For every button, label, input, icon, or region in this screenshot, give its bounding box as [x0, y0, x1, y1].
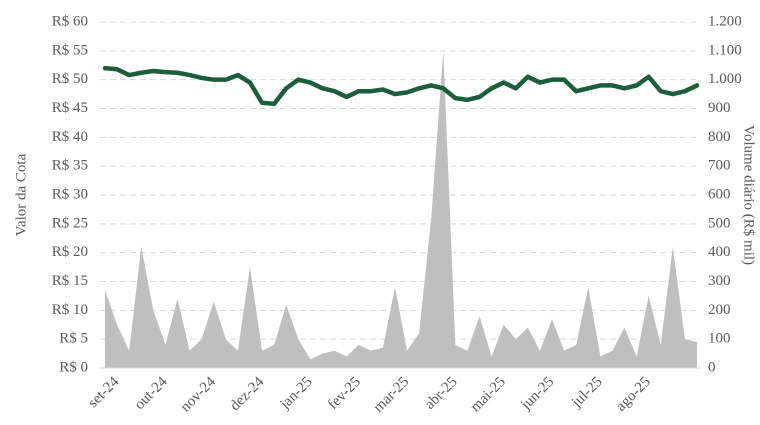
y2-tick-label: 400: [708, 244, 731, 260]
y-tick-label: R$ 30: [52, 186, 88, 202]
x-tick-label: jan-25: [277, 374, 316, 413]
x-tick-label: set-24: [85, 374, 123, 412]
y2-tick-label: 600: [708, 186, 731, 202]
y-tick-label: R$ 55: [52, 42, 88, 58]
y2-tick-label: 900: [708, 100, 731, 116]
y-tick-label: R$ 45: [52, 100, 88, 116]
x-tick-label: dez-24: [227, 374, 268, 415]
y-tick-label: R$ 50: [52, 71, 88, 87]
y-tick-label: R$ 15: [52, 273, 88, 289]
y-tick-label: R$ 25: [52, 215, 88, 231]
x-tick-label: ago-25: [613, 374, 654, 415]
y2-tick-label: 1.200: [708, 13, 742, 29]
y2-tick-label: 300: [708, 273, 731, 289]
y2-tick-label: 200: [708, 302, 731, 318]
y2-tick-label: 0: [708, 359, 716, 375]
y2-tick-label: 100: [708, 331, 731, 347]
x-tick-label: jul-25: [568, 374, 605, 411]
y-tick-label: R$ 60: [52, 13, 88, 29]
quota-line: [102, 65, 700, 107]
y-tick-label: R$ 10: [52, 302, 88, 318]
x-tick-label: jun-25: [518, 374, 558, 414]
y-tick-label: R$ 20: [52, 244, 88, 260]
y2-tick-label: 500: [708, 215, 731, 231]
y2-tick-label: 1.000: [708, 71, 742, 87]
y-tick-label: R$ 35: [52, 158, 88, 174]
y-tick-label: R$ 0: [59, 359, 88, 375]
x-tick-label: mai-25: [468, 374, 509, 415]
y2-axis-title: Volume diário (R$ mil): [741, 125, 757, 265]
volume-area: [105, 50, 697, 368]
y2-tick-label: 1.100: [708, 42, 742, 58]
x-tick-label: abr-25: [422, 374, 461, 413]
y2-tick-label: 800: [708, 129, 731, 145]
y2-tick-label: 700: [708, 158, 731, 174]
y-axis-title: Valor da Cota: [13, 153, 29, 236]
y-tick-label: R$ 5: [59, 331, 88, 347]
x-tick-label: fev-25: [325, 374, 364, 413]
x-tick-label: mar-25: [371, 374, 413, 416]
x-tick-label: out-24: [132, 374, 171, 413]
y-tick-label: R$ 40: [52, 129, 88, 145]
x-tick-label: nov-24: [178, 374, 220, 416]
